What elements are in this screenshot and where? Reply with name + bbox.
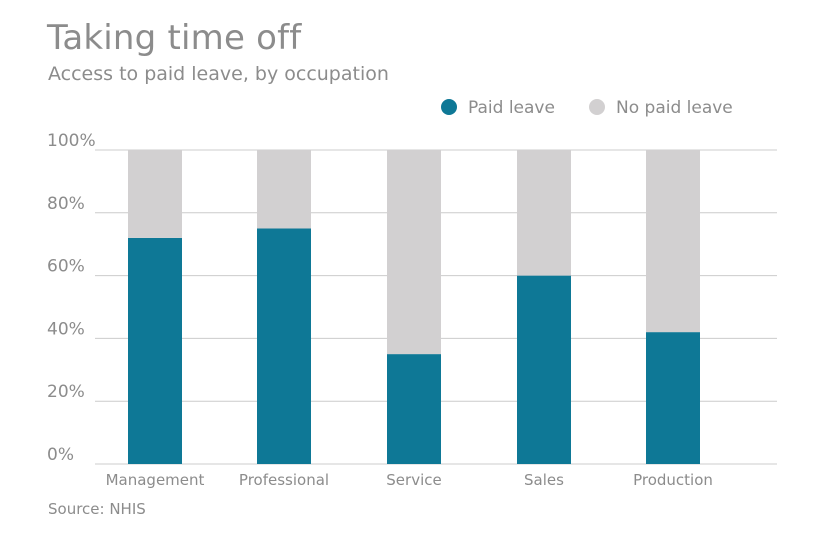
- bar-paid-leave: [387, 354, 441, 464]
- y-tick-label: 60%: [47, 257, 85, 277]
- y-tick-label: 100%: [47, 131, 96, 151]
- legend-marker: [441, 99, 457, 115]
- legend-label: No paid leave: [616, 98, 733, 118]
- bar-no-paid-leave: [387, 150, 441, 355]
- legend-marker: [589, 99, 605, 115]
- bar-no-paid-leave: [257, 150, 311, 229]
- legend-label: Paid leave: [468, 98, 555, 118]
- x-tick-label: Production: [633, 471, 713, 489]
- x-tick-label: Sales: [524, 471, 564, 489]
- y-tick-label: 0%: [47, 445, 74, 465]
- bar-no-paid-leave: [128, 150, 182, 238]
- x-tick-label: Service: [386, 471, 441, 489]
- y-tick-label: 40%: [47, 319, 85, 339]
- bar-paid-leave: [257, 228, 311, 464]
- x-tick-label: Professional: [239, 471, 329, 489]
- bar-no-paid-leave: [646, 150, 700, 333]
- source-note: Source: NHIS: [48, 500, 146, 518]
- chart-subtitle: Access to paid leave, by occupation: [48, 63, 389, 85]
- chart-title: Taking time off: [47, 18, 302, 58]
- y-tick-label: 20%: [47, 382, 85, 402]
- x-tick-label: Management: [106, 471, 205, 489]
- y-tick-label: 80%: [47, 194, 85, 214]
- bar-paid-leave: [517, 275, 571, 464]
- bar-paid-leave: [646, 332, 700, 464]
- bar-no-paid-leave: [517, 150, 571, 276]
- bar-paid-leave: [128, 237, 182, 464]
